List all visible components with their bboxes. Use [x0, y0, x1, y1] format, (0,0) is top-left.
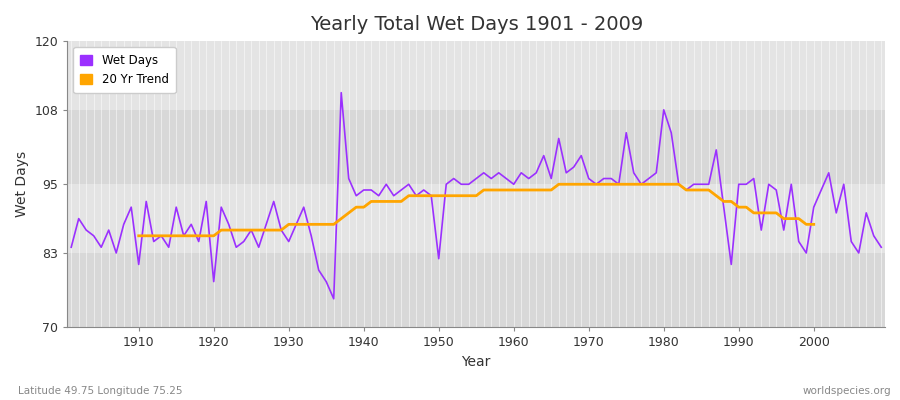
- 20 Yr Trend: [808, 222, 819, 227]
- 20 Yr Trend: [801, 222, 812, 227]
- Wet Days: [126, 205, 137, 210]
- Wet Days: [351, 193, 362, 198]
- Bar: [68, 110, 885, 184]
- Text: worldspecies.org: worldspecies.org: [803, 386, 891, 396]
- Wet Days: [336, 90, 346, 95]
- 20 Yr Trend: [793, 216, 804, 221]
- Wet Days: [613, 182, 624, 187]
- Wet Days: [876, 245, 886, 250]
- Title: Yearly Total Wet Days 1901 - 2009: Yearly Total Wet Days 1901 - 2009: [310, 15, 643, 34]
- Text: Latitude 49.75 Longitude 75.25: Latitude 49.75 Longitude 75.25: [18, 386, 183, 396]
- Bar: [68, 253, 885, 328]
- 20 Yr Trend: [554, 182, 564, 187]
- Wet Days: [328, 296, 339, 301]
- Bar: [68, 41, 885, 110]
- Wet Days: [66, 245, 77, 250]
- Legend: Wet Days, 20 Yr Trend: Wet Days, 20 Yr Trend: [74, 47, 176, 93]
- Line: Wet Days: Wet Days: [71, 93, 881, 299]
- 20 Yr Trend: [711, 193, 722, 198]
- X-axis label: Year: Year: [462, 355, 490, 369]
- 20 Yr Trend: [216, 228, 227, 232]
- Wet Days: [516, 170, 526, 175]
- Wet Days: [291, 222, 302, 227]
- Y-axis label: Wet Days: Wet Days: [15, 151, 29, 217]
- 20 Yr Trend: [291, 222, 302, 227]
- 20 Yr Trend: [133, 233, 144, 238]
- Line: 20 Yr Trend: 20 Yr Trend: [139, 184, 814, 236]
- 20 Yr Trend: [306, 222, 317, 227]
- Bar: [68, 184, 885, 253]
- Wet Days: [523, 176, 534, 181]
